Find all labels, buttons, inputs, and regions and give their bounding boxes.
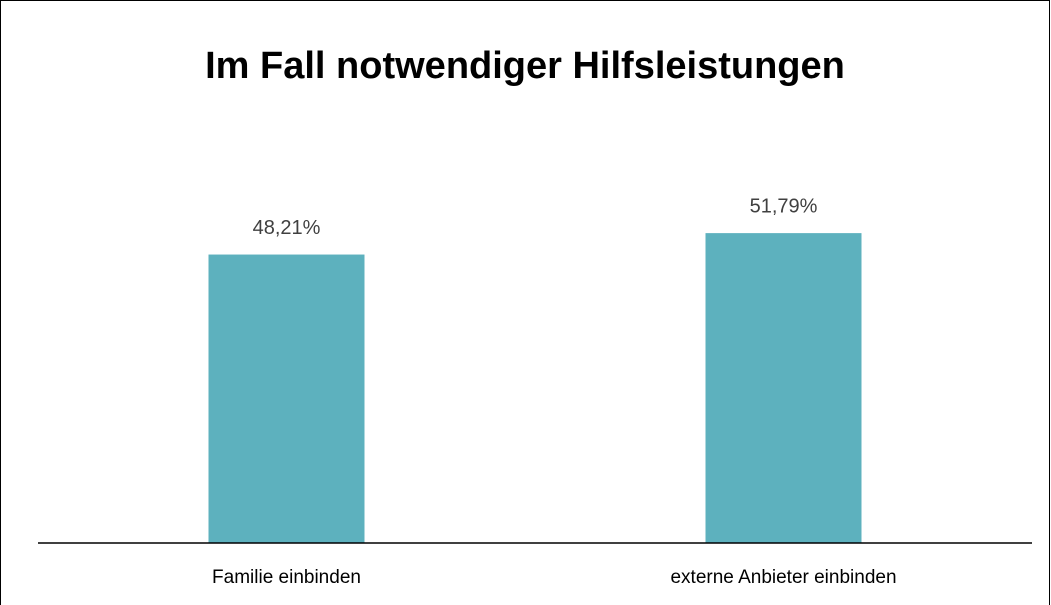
bar (705, 233, 862, 543)
chart-title: Im Fall notwendiger Hilfsleistungen (205, 45, 845, 87)
data-label: 51,79% (750, 195, 818, 217)
x-tick-label: Familie einbinden (212, 567, 361, 588)
bar (208, 254, 365, 543)
x-tick-label: externe Anbieter einbinden (670, 567, 896, 588)
data-label: 48,21% (253, 217, 321, 239)
